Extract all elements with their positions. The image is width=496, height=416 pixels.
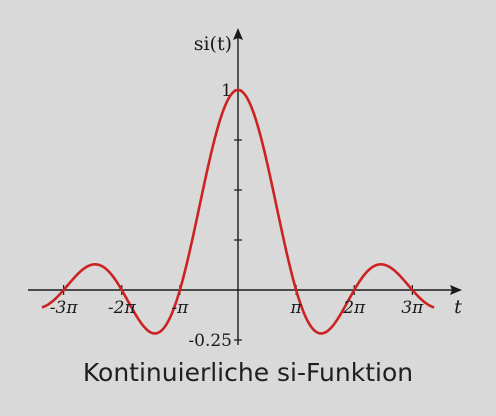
x-tick-label: -3π	[50, 298, 79, 318]
x-axis-arrow	[450, 285, 462, 295]
x-tick-label: -π	[171, 298, 189, 318]
y-axis-label: si(t)	[194, 33, 232, 55]
x-axis-label: t	[454, 296, 462, 318]
x-tick-label: -2π	[108, 298, 137, 318]
y-tick-label: 1	[221, 81, 232, 101]
tick-labels: -3π -2π -π π 2π 3π 1 -0.25	[50, 81, 424, 351]
y-tick-label: -0.25	[188, 331, 232, 351]
x-tick-label: 2π	[342, 298, 366, 318]
y-axis-arrow	[233, 28, 243, 40]
x-tick-label: π	[290, 298, 303, 318]
axes	[28, 28, 462, 345]
figure-caption: Kontinuierliche si-Funktion	[82, 358, 414, 387]
x-tick-label: 3π	[401, 298, 424, 318]
si-function-curve	[41, 88, 435, 335]
curve-layer	[41, 88, 435, 335]
